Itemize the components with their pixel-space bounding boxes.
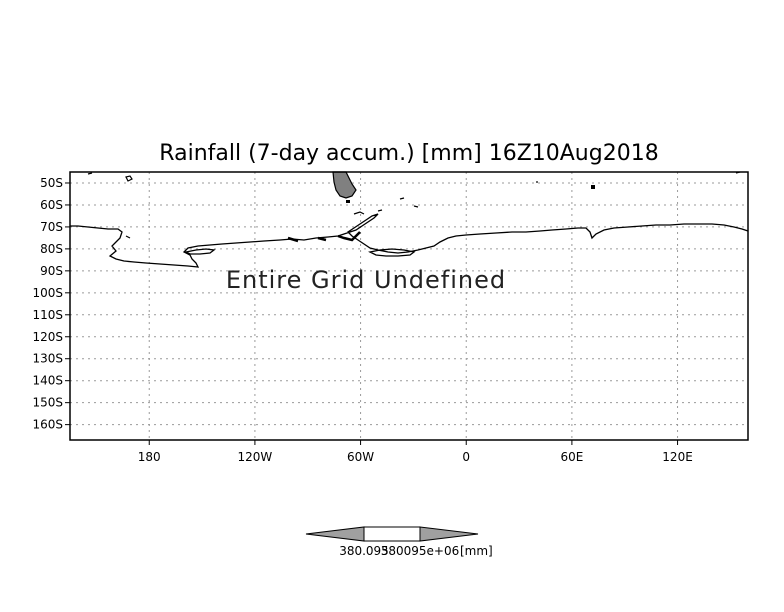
lat-tick-label: 110S xyxy=(32,308,63,322)
colorbar-low-triangle xyxy=(305,526,365,542)
colorbar-high-triangle xyxy=(419,526,479,542)
longitude-axis: 180 120W 60W 0 60E 120E xyxy=(138,440,693,464)
ice-shelf-outline xyxy=(184,248,216,255)
lat-tick-label: 50S xyxy=(40,176,63,190)
undefined-grid-notice: Entire Grid Undefined xyxy=(226,266,506,294)
lat-tick-label: 70S xyxy=(40,220,63,234)
island xyxy=(591,185,595,189)
island xyxy=(413,205,419,208)
islands xyxy=(87,171,741,239)
lon-tick-label: 0 xyxy=(462,450,470,464)
lat-tick-label: 60S xyxy=(40,198,63,212)
lon-tick-label: 120E xyxy=(662,450,693,464)
lat-tick-label: 80S xyxy=(40,242,63,256)
coastline xyxy=(70,171,749,268)
island xyxy=(346,200,350,203)
lat-tick-label: 150S xyxy=(32,396,63,410)
colorbar: 380.095 380095e+06 [mm] xyxy=(305,526,493,558)
island xyxy=(125,175,133,182)
latitude-axis: 50S 60S 70S 80S 90S 100S 110S 120S 130S 140S 150S 1… xyxy=(32,176,70,432)
weddell-outline xyxy=(368,248,416,257)
lon-tick-label: 60E xyxy=(560,450,583,464)
map-title: Rainfall (7-day accum.) [mm] 16Z10Aug201… xyxy=(159,141,658,166)
island xyxy=(125,235,131,239)
map-frame xyxy=(69,171,749,441)
peninsula-outline xyxy=(287,231,361,243)
island xyxy=(87,172,93,175)
map-background xyxy=(70,172,748,440)
lat-tick-label: 130S xyxy=(32,352,63,366)
lon-tick-label: 180 xyxy=(138,450,161,464)
lon-tick-label: 120W xyxy=(238,450,273,464)
island xyxy=(353,211,365,215)
lat-tick-label: 90S xyxy=(40,264,63,278)
map-plot-area xyxy=(69,171,749,441)
colorbar-high-label: 380095e+06 xyxy=(381,544,460,558)
south-america-land xyxy=(332,171,357,199)
island xyxy=(399,197,405,200)
lon-tick-label: 60W xyxy=(347,450,374,464)
lat-tick-label: 120S xyxy=(32,330,63,344)
island xyxy=(377,209,383,212)
colorbar-middle-box xyxy=(363,526,421,542)
lat-tick-label: 100S xyxy=(32,286,63,300)
lat-tick-label: 140S xyxy=(32,374,63,388)
antarctica-coastline xyxy=(70,213,749,268)
colorbar-unit-label: [mm] xyxy=(460,544,493,558)
colorbar-low-label: 380.095 xyxy=(339,544,389,558)
lat-tick-label: 160S xyxy=(32,418,63,432)
